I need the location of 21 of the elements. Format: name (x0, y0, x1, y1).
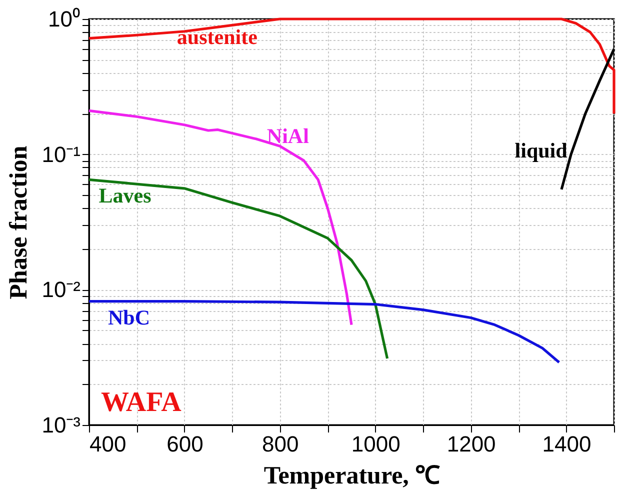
line-series (88, 109, 353, 326)
x-tick-label: 600 (166, 432, 204, 456)
line-series (88, 300, 560, 364)
series-label: NbC (108, 305, 150, 330)
x-tick-label: 1200 (446, 432, 496, 456)
series-label: NiAl (266, 124, 310, 148)
y-axis-title: Phase fraction (6, 146, 33, 300)
y-tick-label: 10⁻³ (42, 412, 80, 438)
series-label: liquid (514, 138, 568, 162)
x-tick-label: 400 (90, 432, 126, 456)
x-axis-title: Temperature, ℃ (264, 462, 440, 490)
series-label: austenite (176, 25, 258, 50)
y-tick-label: 10⁰ (48, 6, 80, 32)
series-label: Laves (98, 184, 152, 208)
y-tick-label: 10⁻² (42, 277, 80, 302)
line-series (88, 178, 389, 360)
x-tick-label: 1400 (542, 432, 592, 456)
y-tick-label: 10⁻¹ (42, 142, 80, 167)
x-tick-label: 1000 (351, 432, 400, 456)
x-tick-label: 800 (262, 432, 299, 456)
annotation: WAFA (101, 387, 182, 418)
